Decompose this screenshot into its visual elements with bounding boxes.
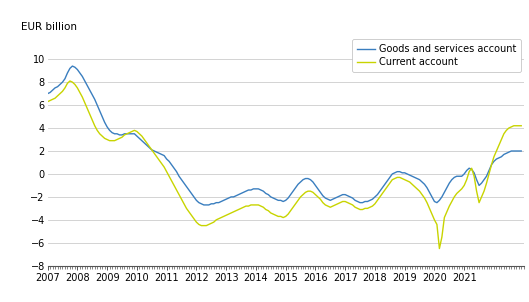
Line: Goods and services account: Goods and services account (48, 66, 521, 205)
Goods and services account (69, 64, 76, 68)
Current account (238, 207, 244, 210)
Legend: Goods and services account, Current account: Goods and services account, Current acco… (352, 39, 521, 72)
Goods and services account (287, 193, 294, 196)
Goods and services account (347, 195, 353, 199)
Current account (317, 198, 324, 201)
Goods and services account (320, 194, 326, 198)
Text: EUR billion: EUR billion (21, 22, 77, 32)
Current account (344, 201, 351, 204)
Current account (44, 100, 51, 104)
Goods and services account (245, 188, 252, 192)
Goods and services account (44, 92, 51, 95)
Current account (67, 79, 73, 83)
Goods and services account (240, 191, 247, 194)
Current account (518, 124, 524, 127)
Goods and services account (518, 149, 524, 153)
Current account (436, 247, 443, 250)
Goods and services account (104, 125, 110, 129)
Goods and services account (200, 203, 207, 207)
Current account (285, 212, 291, 216)
Line: Current account: Current account (48, 81, 521, 249)
Current account (104, 138, 110, 141)
Current account (243, 204, 249, 208)
